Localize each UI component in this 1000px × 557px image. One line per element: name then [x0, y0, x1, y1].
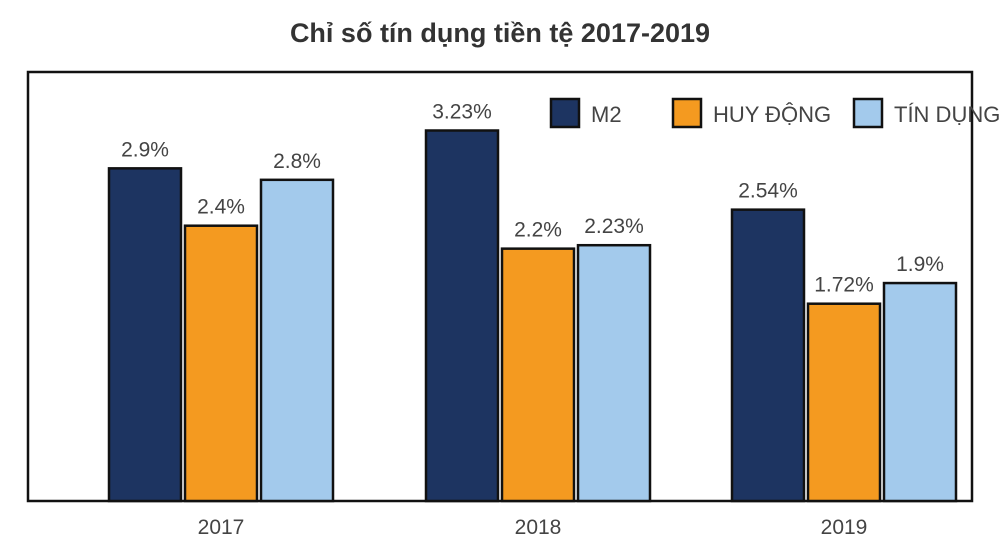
bar-2019-2	[882, 281, 958, 503]
data-label: 2.8%	[273, 150, 321, 173]
legend-label: HUY ĐỘNG	[713, 102, 831, 127]
data-label: 2.23%	[584, 215, 644, 238]
legend-label: M2	[591, 102, 622, 127]
bar-2019-0	[730, 208, 806, 503]
data-label: 1.72%	[814, 274, 874, 297]
legend-swatch	[549, 97, 581, 129]
x-tick-label: 2017	[198, 516, 245, 539]
data-label: 2.4%	[197, 196, 245, 219]
x-tick-label: 2019	[821, 516, 868, 539]
bar-2018-2	[576, 243, 652, 503]
plot-frame	[26, 70, 974, 503]
bar-2017-0	[107, 167, 183, 503]
legend-swatch	[852, 97, 884, 129]
bar-2019-1	[806, 302, 882, 503]
bar-2017-1	[183, 224, 259, 503]
x-tick-label: 2018	[515, 516, 562, 539]
legend-swatch	[671, 97, 703, 129]
data-label: 2.9%	[121, 138, 169, 161]
legend-label: TÍN DỤNG	[894, 102, 1000, 127]
data-label: 1.9%	[896, 253, 944, 276]
bar-2018-1	[500, 247, 576, 503]
data-label: 3.23%	[432, 101, 492, 124]
data-label: 2.2%	[514, 219, 562, 242]
data-label: 2.54%	[738, 180, 798, 203]
chart-title: Chỉ số tín dụng tiền tệ 2017-2019	[289, 18, 711, 48]
bar-2017-2	[259, 178, 335, 503]
bar-2018-0	[424, 129, 500, 503]
